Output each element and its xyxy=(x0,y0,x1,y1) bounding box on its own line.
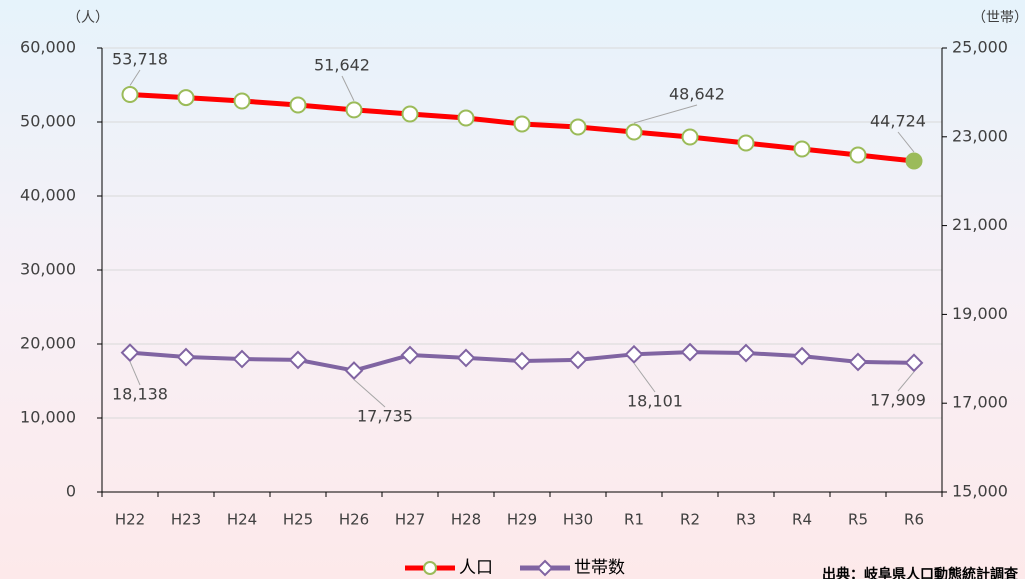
marker xyxy=(235,93,250,108)
marker xyxy=(739,136,754,151)
legend-label: 世帯数 xyxy=(574,558,625,578)
y-tick-label: 60,000 xyxy=(20,38,76,57)
y2-tick-label: 25,000 xyxy=(952,38,1008,57)
marker xyxy=(179,90,194,105)
data-label: 17,909 xyxy=(870,391,926,410)
data-label: 48,642 xyxy=(669,85,725,104)
y2-axis-label: （世帯） xyxy=(972,10,1025,26)
y-tick-label: 0 xyxy=(66,482,76,501)
legend-label: 人口 xyxy=(459,558,493,578)
data-label: 18,101 xyxy=(627,392,683,411)
page: （人） （世帯） 出典：岐阜県人口動態統計調査 0 10,000 20,000 30,… xyxy=(0,0,1025,579)
y2-tick-label: 15,000 xyxy=(952,482,1008,501)
x-tick-label: H28 xyxy=(451,511,481,529)
data-label: 44,724 xyxy=(870,112,926,131)
marker xyxy=(347,102,362,117)
x-tick-label: H25 xyxy=(283,511,313,529)
marker xyxy=(795,142,810,157)
marker xyxy=(291,97,306,112)
y-tick-label: 10,000 xyxy=(20,408,76,427)
marker xyxy=(851,148,866,163)
marker xyxy=(515,116,530,131)
y-tick-label: 50,000 xyxy=(20,112,76,131)
x-tick-label: R5 xyxy=(848,511,868,529)
marker xyxy=(683,130,698,145)
x-tick-label: R6 xyxy=(904,511,924,529)
data-label: 18,138 xyxy=(112,385,168,404)
x-tick-label: R3 xyxy=(736,511,756,529)
y-tick-label: 40,000 xyxy=(20,186,76,205)
x-tick-label: H29 xyxy=(507,511,537,529)
y2-tick-label: 21,000 xyxy=(952,215,1008,234)
marker xyxy=(403,107,418,122)
chart: （人） （世帯） 出典：岐阜県人口動態統計調査 0 10,000 20,000 30,… xyxy=(0,0,1025,579)
marker xyxy=(627,125,642,140)
x-tick-label: H30 xyxy=(563,511,593,529)
y2-tick-label: 23,000 xyxy=(952,126,1008,145)
marker xyxy=(907,154,922,169)
legend-marker xyxy=(424,562,436,574)
y-axis-label: （人） xyxy=(67,10,109,26)
x-tick-label: H22 xyxy=(115,511,145,529)
x-tick-label: H27 xyxy=(395,511,425,529)
x-tick-label: H24 xyxy=(227,511,257,529)
y2-tick-label: 17,000 xyxy=(952,393,1008,412)
x-tick-label: H26 xyxy=(339,511,369,529)
x-tick-label: H23 xyxy=(171,511,201,529)
data-label: 17,735 xyxy=(357,407,413,426)
x-tick-label: R1 xyxy=(624,511,644,529)
source: 出典：岐阜県人口動態統計調査 xyxy=(822,566,1019,579)
x-tick-label: R4 xyxy=(792,511,812,529)
y-tick-label: 20,000 xyxy=(20,334,76,353)
y-tick-label: 30,000 xyxy=(20,260,76,279)
x-tick-label: R2 xyxy=(680,511,700,529)
data-label: 53,718 xyxy=(112,50,168,69)
marker xyxy=(459,111,474,126)
marker xyxy=(123,87,138,102)
data-label: 51,642 xyxy=(314,56,370,75)
y2-tick-label: 19,000 xyxy=(952,304,1008,323)
marker xyxy=(571,120,586,135)
